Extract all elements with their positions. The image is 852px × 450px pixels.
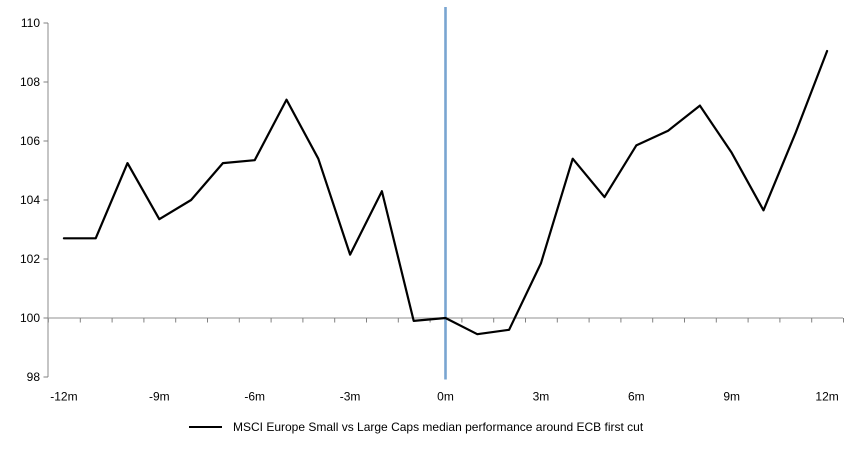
- y-axis-label: 110: [21, 16, 40, 30]
- x-axis-label: -3m: [340, 390, 361, 404]
- x-axis-label: 0m: [437, 390, 454, 404]
- y-axis-label: 104: [20, 193, 40, 207]
- legend: MSCI Europe Small vs Large Caps median p…: [189, 419, 643, 434]
- series-line: [62, 49, 829, 336]
- y-axis-label: 100: [20, 311, 40, 325]
- legend-line-marker: [189, 425, 222, 428]
- y-axis-label: 98: [27, 370, 41, 384]
- y-axis-label: 102: [20, 252, 40, 266]
- x-axis-label: 9m: [723, 390, 740, 404]
- x-axis-label: 12m: [815, 390, 838, 404]
- y-axis-label: 106: [20, 134, 40, 148]
- x-axis-label: 3m: [533, 390, 550, 404]
- x-axis-label: -12m: [50, 390, 77, 404]
- legend-label: MSCI Europe Small vs Large Caps median p…: [233, 419, 644, 434]
- x-axis-label: 6m: [628, 390, 645, 404]
- x-axis-label: -9m: [149, 390, 170, 404]
- x-axis-label: -6m: [244, 390, 265, 404]
- y-axis-label: 108: [20, 75, 40, 89]
